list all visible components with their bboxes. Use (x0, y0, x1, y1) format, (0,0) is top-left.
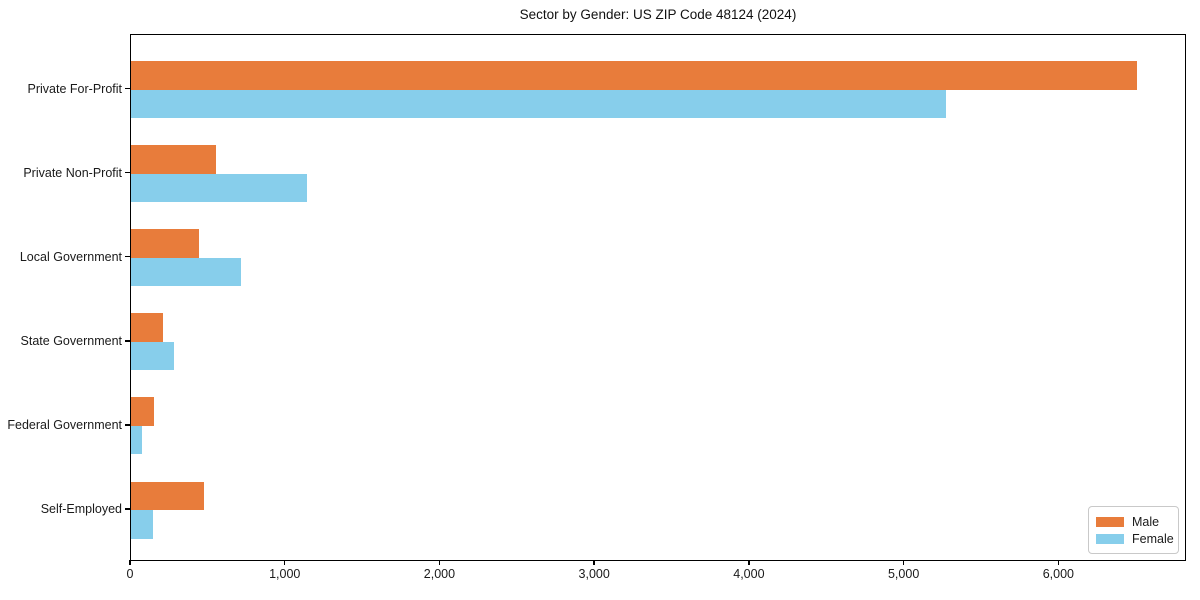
xtick-mark (748, 560, 750, 565)
xtick-label-6-000: 6,000 (1042, 567, 1074, 581)
ytick-mark (125, 508, 130, 510)
ytick-label-local-government: Local Government (19, 249, 122, 264)
ytick-mark (125, 87, 130, 90)
legend-entry-male: Male (1096, 513, 1170, 530)
xtick-mark (283, 560, 286, 565)
bar-male-private-for-profit (131, 61, 1137, 90)
bar-male-local-government (131, 229, 200, 258)
legend-entry-female: Female (1096, 530, 1174, 547)
bar-male-private-non-profit (131, 145, 217, 174)
bar-male-state-government (131, 313, 164, 342)
bar-female-state-government (131, 341, 175, 371)
bar-female-self-employed (131, 510, 154, 539)
xtick-label-2-000: 2,000 (423, 567, 456, 581)
xtick-label-4-000: 4,000 (733, 567, 765, 581)
ytick-mark (125, 255, 130, 258)
ytick-mark (125, 171, 130, 174)
xtick-mark (902, 560, 905, 565)
xtick-label-5-000: 5,000 (887, 567, 920, 581)
xtick-mark (593, 560, 595, 565)
legend-label-female: Female (1132, 531, 1174, 546)
xtick-label-0: 0 (126, 567, 134, 581)
female-swatch-icon (1096, 533, 1124, 544)
ytick-mark (125, 340, 130, 342)
xtick-label-1-000: 1,000 (269, 567, 301, 581)
xtick-mark (1057, 560, 1060, 565)
bar-female-private-for-profit (131, 89, 947, 118)
bar-female-federal-government (131, 425, 142, 455)
ytick-mark (125, 424, 130, 426)
bar-female-local-government (131, 257, 241, 287)
xtick-mark (438, 560, 441, 565)
bar-male-federal-government (131, 397, 155, 426)
legend: Male Female (1088, 506, 1179, 554)
bar-female-private-non-profit (131, 173, 308, 203)
xtick-mark (129, 560, 131, 565)
ytick-label-state-government: State Government (20, 333, 122, 348)
plot-area: Male Female (130, 34, 1186, 561)
legend-label-male: Male (1132, 514, 1160, 529)
ytick-label-private-non-profit: Private Non-Profit (23, 165, 122, 180)
ytick-label-federal-government: Federal Government (7, 417, 122, 432)
chart-title: Sector by Gender: US ZIP Code 48124 (202… (519, 7, 797, 22)
ytick-label-self-employed: Self-Employed (40, 502, 122, 516)
xtick-label-3-000: 3,000 (578, 567, 610, 581)
male-swatch-icon (1096, 516, 1124, 527)
ytick-label-private-for-profit: Private For-Profit (27, 81, 122, 96)
bar-male-self-employed (131, 481, 204, 510)
